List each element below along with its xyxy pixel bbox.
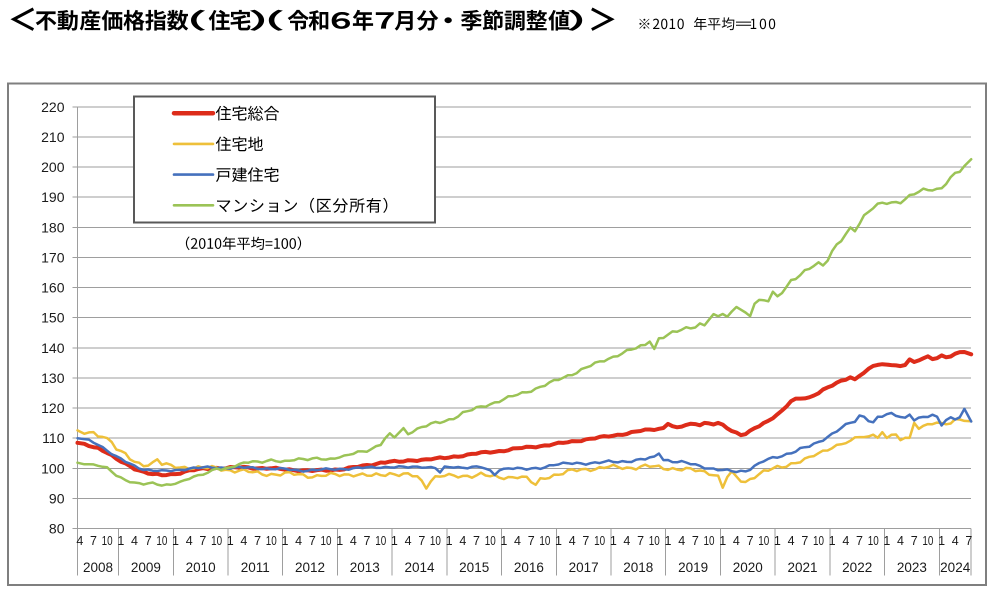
svg-text:4: 4 <box>186 534 193 548</box>
svg-text:7: 7 <box>309 534 316 548</box>
svg-text:1: 1 <box>665 534 672 548</box>
svg-text:120: 120 <box>41 400 65 416</box>
svg-text:1: 1 <box>719 534 726 548</box>
svg-text:4: 4 <box>842 534 849 548</box>
svg-text:4: 4 <box>131 534 138 548</box>
svg-text:10: 10 <box>758 534 769 548</box>
svg-text:140: 140 <box>41 340 65 356</box>
svg-text:190: 190 <box>41 189 65 205</box>
svg-text:2014: 2014 <box>404 560 435 575</box>
svg-text:10: 10 <box>102 534 113 548</box>
svg-text:7: 7 <box>856 534 863 548</box>
svg-text:4: 4 <box>623 534 630 548</box>
svg-text:100: 100 <box>41 460 65 476</box>
svg-text:4: 4 <box>514 534 521 548</box>
svg-text:2017: 2017 <box>569 560 599 575</box>
svg-text:200: 200 <box>41 159 65 175</box>
svg-text:2020: 2020 <box>733 560 763 575</box>
svg-text:4: 4 <box>295 534 302 548</box>
svg-text:1: 1 <box>555 534 562 548</box>
svg-text:1: 1 <box>500 534 507 548</box>
svg-text:4: 4 <box>405 534 412 548</box>
svg-text:4: 4 <box>76 534 83 548</box>
svg-text:2019: 2019 <box>678 560 708 575</box>
svg-text:10: 10 <box>539 534 550 548</box>
svg-text:4: 4 <box>459 534 466 548</box>
svg-text:110: 110 <box>42 430 65 446</box>
svg-text:7: 7 <box>637 534 644 548</box>
svg-text:7: 7 <box>254 534 261 548</box>
svg-text:7: 7 <box>418 534 425 548</box>
svg-text:10: 10 <box>868 534 879 548</box>
svg-text:150: 150 <box>41 310 65 326</box>
svg-text:10: 10 <box>266 534 277 548</box>
svg-text:2023: 2023 <box>897 560 927 575</box>
svg-text:2024: 2024 <box>940 560 971 575</box>
svg-text:170: 170 <box>41 249 65 265</box>
svg-text:2022: 2022 <box>842 560 872 575</box>
svg-text:1: 1 <box>117 534 124 548</box>
svg-text:1: 1 <box>938 534 945 548</box>
svg-text:1: 1 <box>883 534 890 548</box>
svg-text:1: 1 <box>282 534 289 548</box>
svg-text:2013: 2013 <box>350 560 380 575</box>
svg-text:220: 220 <box>41 99 65 115</box>
svg-text:7: 7 <box>90 534 97 548</box>
svg-text:80: 80 <box>49 521 65 537</box>
svg-text:2021: 2021 <box>787 560 817 575</box>
svg-text:7: 7 <box>747 534 754 548</box>
svg-text:4: 4 <box>733 534 740 548</box>
svg-text:10: 10 <box>211 534 222 548</box>
svg-text:2015: 2015 <box>459 560 489 575</box>
svg-text:10: 10 <box>649 534 660 548</box>
svg-text:7: 7 <box>199 534 206 548</box>
svg-text:180: 180 <box>41 219 65 235</box>
svg-text:1: 1 <box>172 534 179 548</box>
svg-text:1: 1 <box>446 534 453 548</box>
svg-text:10: 10 <box>321 534 332 548</box>
svg-text:10: 10 <box>375 534 386 548</box>
svg-text:2010: 2010 <box>186 560 216 575</box>
svg-text:10: 10 <box>156 534 167 548</box>
svg-text:1: 1 <box>774 534 781 548</box>
svg-text:10: 10 <box>922 534 933 548</box>
svg-text:7: 7 <box>582 534 589 548</box>
svg-text:90: 90 <box>49 491 65 507</box>
svg-text:7: 7 <box>801 534 808 548</box>
svg-text:7: 7 <box>145 534 152 548</box>
svg-text:10: 10 <box>594 534 605 548</box>
svg-text:130: 130 <box>41 370 65 386</box>
svg-text:10: 10 <box>704 534 715 548</box>
svg-text:4: 4 <box>897 534 904 548</box>
svg-text:10: 10 <box>430 534 441 548</box>
svg-text:7: 7 <box>364 534 371 548</box>
svg-text:2012: 2012 <box>295 560 325 575</box>
svg-text:4: 4 <box>788 534 795 548</box>
svg-text:4: 4 <box>350 534 357 548</box>
svg-text:7: 7 <box>473 534 480 548</box>
svg-text:10: 10 <box>485 534 496 548</box>
svg-text:210: 210 <box>41 129 65 145</box>
svg-text:2018: 2018 <box>623 560 653 575</box>
svg-text:1: 1 <box>610 534 617 548</box>
svg-text:160: 160 <box>41 280 65 296</box>
svg-text:1: 1 <box>829 534 836 548</box>
svg-text:4: 4 <box>952 534 959 548</box>
svg-text:1: 1 <box>227 534 234 548</box>
svg-text:4: 4 <box>240 534 247 548</box>
svg-text:2009: 2009 <box>131 560 161 575</box>
svg-text:4: 4 <box>678 534 685 548</box>
svg-text:7: 7 <box>911 534 918 548</box>
svg-text:7: 7 <box>692 534 699 548</box>
svg-text:1: 1 <box>336 534 343 548</box>
svg-text:4: 4 <box>569 534 576 548</box>
svg-text:2016: 2016 <box>514 560 544 575</box>
svg-text:2011: 2011 <box>241 560 270 575</box>
svg-text:7: 7 <box>528 534 535 548</box>
svg-text:2008: 2008 <box>83 560 113 575</box>
svg-text:10: 10 <box>813 534 824 548</box>
svg-text:1: 1 <box>391 534 398 548</box>
svg-text:7: 7 <box>965 534 972 548</box>
